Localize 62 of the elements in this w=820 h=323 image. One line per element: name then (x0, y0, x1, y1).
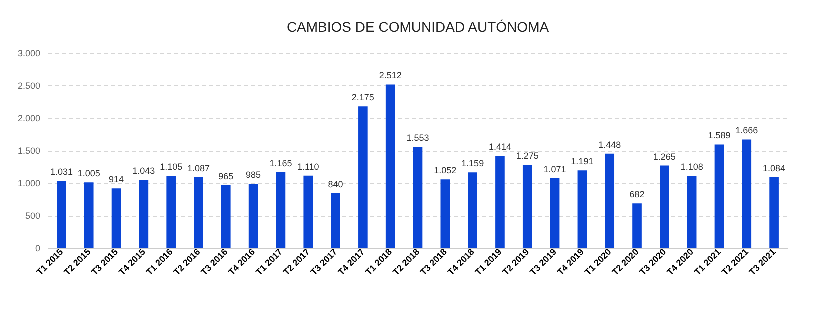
bar (522, 165, 532, 248)
bar (578, 170, 588, 248)
bar (632, 204, 642, 248)
y-tick-label: 0 (35, 244, 40, 254)
bar (770, 178, 779, 248)
bar (331, 193, 340, 248)
data-label: 1.165 (270, 158, 292, 168)
chart-title: CAMBIOS DE COMUNIDAD AUTÓNOMA (286, 19, 550, 35)
bar (304, 176, 314, 248)
data-label: 1.159 (462, 158, 484, 169)
bar (386, 84, 396, 248)
bar (660, 166, 670, 248)
y-tick-label: 2.000 (18, 114, 40, 124)
data-label: 2.175 (352, 92, 374, 103)
bar (687, 176, 697, 248)
data-label: 1.031 (50, 166, 73, 177)
data-label: 1.005 (78, 168, 100, 179)
bar (440, 180, 450, 248)
data-label: 1.448 (598, 140, 622, 150)
data-label: 1.191 (571, 156, 594, 167)
bar (248, 184, 258, 248)
data-label: 985 (246, 170, 262, 180)
bar (550, 178, 560, 248)
bar (112, 188, 122, 248)
bar (139, 180, 149, 248)
data-label: 914 (109, 174, 124, 185)
data-label: 1.553 (406, 133, 430, 144)
y-tick-label: 1.000 (18, 178, 40, 188)
bar (221, 185, 231, 248)
data-label: 1.043 (132, 166, 156, 176)
data-label: 1.052 (434, 166, 457, 176)
bar (358, 106, 368, 248)
data-label: 1.265 (653, 152, 676, 162)
data-label: 840 (328, 179, 344, 190)
data-label: 1.071 (544, 164, 566, 174)
data-label: 2.512 (379, 70, 402, 81)
data-label: 1.084 (763, 164, 786, 174)
bar (57, 180, 66, 248)
data-label: 1.087 (187, 163, 210, 174)
data-label: 1.666 (736, 126, 758, 136)
data-label: 1.110 (297, 162, 320, 172)
y-tick-label: 2.500 (18, 81, 40, 91)
bar (742, 140, 752, 248)
bar (84, 182, 94, 248)
bar (468, 172, 478, 248)
data-label: 1.105 (160, 162, 183, 172)
y-tick-label: 1.500 (18, 146, 40, 156)
data-label: 1.414 (488, 142, 512, 152)
bar (714, 144, 724, 248)
bar (194, 177, 204, 248)
data-label: 682 (630, 190, 645, 200)
y-tick-label: 500 (25, 211, 40, 221)
data-label: 965 (218, 171, 234, 182)
bar (496, 156, 505, 248)
bar (605, 154, 615, 248)
y-tick-label: 3.000 (18, 48, 40, 58)
bar (413, 147, 423, 248)
data-label: 1.589 (708, 130, 731, 141)
data-label: 1.275 (516, 151, 539, 162)
bar (166, 176, 176, 248)
bar (276, 172, 286, 248)
data-label: 1.108 (680, 162, 704, 172)
